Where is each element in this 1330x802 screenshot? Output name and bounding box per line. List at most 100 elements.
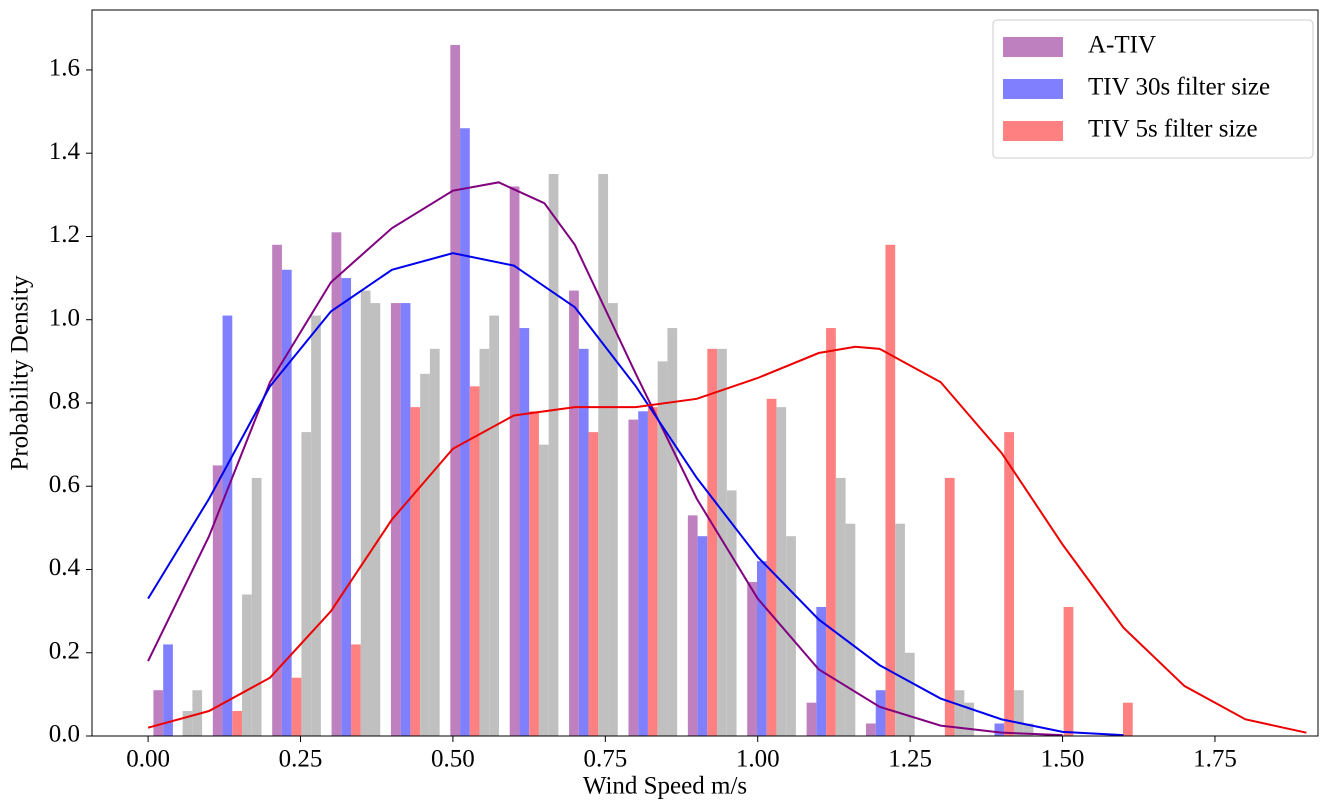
histogram-bar xyxy=(895,523,905,736)
histogram-bar xyxy=(390,303,401,736)
histogram-bar xyxy=(687,515,698,736)
histogram-bar xyxy=(1023,723,1034,736)
histogram-bar xyxy=(964,702,975,736)
histogram-bar xyxy=(251,477,262,736)
histogram-bar xyxy=(707,348,718,736)
density-curve xyxy=(147,345,1307,734)
histogram-bar xyxy=(351,644,361,736)
histogram-bar xyxy=(460,128,470,736)
histogram-bar xyxy=(509,186,520,737)
y-tick-label: 0.2 xyxy=(49,637,80,664)
histogram-bar xyxy=(469,386,480,736)
histogram-bar xyxy=(291,677,302,736)
histogram-bar xyxy=(450,44,461,736)
x-tick-label: 1.25 xyxy=(888,746,932,773)
histogram-bar xyxy=(657,361,668,736)
histogram-bar xyxy=(608,303,618,736)
y-tick-label: 1.0 xyxy=(49,304,80,331)
histogram-bar xyxy=(806,702,817,736)
histogram-bar xyxy=(835,477,846,736)
y-tick-label: 0.6 xyxy=(49,471,80,498)
histogram-bar xyxy=(479,348,490,736)
histogram-bar xyxy=(667,328,678,736)
legend-label: A-TIV xyxy=(1088,32,1156,59)
histogram-bar xyxy=(1063,606,1074,736)
histogram-bar xyxy=(370,303,381,736)
legend-label: TIV 5s filter size xyxy=(1088,116,1258,143)
histogram-bar xyxy=(598,174,609,736)
legend-label: TIV 30s filter size xyxy=(1088,74,1270,101)
legend-box xyxy=(992,19,1314,159)
histogram-bar xyxy=(845,523,856,736)
histogram-bar xyxy=(1004,432,1014,736)
histogram-bar xyxy=(222,315,233,736)
x-tick-label: 0.25 xyxy=(279,746,323,773)
legend-swatch xyxy=(1003,121,1063,141)
histogram-bar xyxy=(192,690,203,736)
histogram-bar xyxy=(529,411,539,736)
histogram-bar xyxy=(628,419,639,736)
histogram-bar xyxy=(489,315,500,736)
histogram-bar xyxy=(153,690,164,736)
x-tick-label: 1.75 xyxy=(1193,746,1237,773)
plot-frame xyxy=(91,9,1319,737)
histogram-bar xyxy=(341,278,352,736)
histogram-bar xyxy=(272,244,282,736)
histogram-bar xyxy=(1122,702,1133,736)
histogram-bar xyxy=(538,444,549,736)
y-tick-label: 1.2 xyxy=(49,221,80,248)
y-tick-label: 0.4 xyxy=(49,554,81,581)
histogram-bar xyxy=(697,536,708,736)
histogram-bar xyxy=(647,407,658,736)
histogram-bar xyxy=(360,290,371,736)
legend-swatch xyxy=(1003,79,1063,99)
histogram-bar xyxy=(232,711,243,736)
histogram-bar xyxy=(578,348,589,736)
histogram-bar xyxy=(885,244,896,736)
histogram-bar xyxy=(954,690,965,736)
histogram-bar xyxy=(212,465,223,736)
legend-swatch xyxy=(1003,37,1063,57)
y-tick-label: 1.4 xyxy=(49,138,81,165)
histogram-bar xyxy=(826,328,836,736)
histogram-bar xyxy=(420,373,430,736)
histogram-bar xyxy=(182,711,193,736)
histogram-bar xyxy=(756,561,767,736)
x-tick-label: 0.00 xyxy=(126,746,170,773)
histogram-bar xyxy=(410,407,421,736)
density-curve xyxy=(147,252,1124,737)
histogram-bar xyxy=(1013,690,1024,736)
histogram-bar xyxy=(865,723,876,736)
x-tick-label: 0.75 xyxy=(583,746,627,773)
histogram-bar xyxy=(301,432,312,736)
y-axis-label: Probability Density xyxy=(7,275,34,471)
x-axis-label: Wind Speed m/s xyxy=(583,773,747,800)
density-curve xyxy=(147,181,1063,737)
histogram-bar xyxy=(994,723,1005,736)
histogram-bar xyxy=(726,490,737,736)
y-tick-label: 0.0 xyxy=(49,721,80,748)
y-tick-label: 1.6 xyxy=(49,55,80,82)
x-tick-label: 1.50 xyxy=(1041,746,1085,773)
histogram-bar xyxy=(766,398,777,736)
histogram-bar xyxy=(944,477,955,736)
histogram-bar xyxy=(776,407,787,736)
x-tick-label: 0.50 xyxy=(431,746,475,773)
histogram-bar xyxy=(281,269,292,736)
histogram-bar xyxy=(163,644,173,736)
histogram-bar xyxy=(242,594,252,736)
histogram-bar xyxy=(638,411,648,736)
histogram-bar xyxy=(717,348,727,736)
y-tick-label: 0.8 xyxy=(49,388,80,415)
histogram-bar xyxy=(311,315,321,736)
histogram-bar xyxy=(875,690,886,736)
histogram-bar xyxy=(747,581,757,736)
histogram-bar xyxy=(588,432,599,736)
histogram-bar xyxy=(519,328,530,736)
histogram-bar xyxy=(429,348,440,736)
histogram-bar xyxy=(904,652,915,736)
histogram-bar xyxy=(548,174,559,736)
x-tick-label: 1.00 xyxy=(736,746,780,773)
histogram-bar xyxy=(569,290,579,736)
